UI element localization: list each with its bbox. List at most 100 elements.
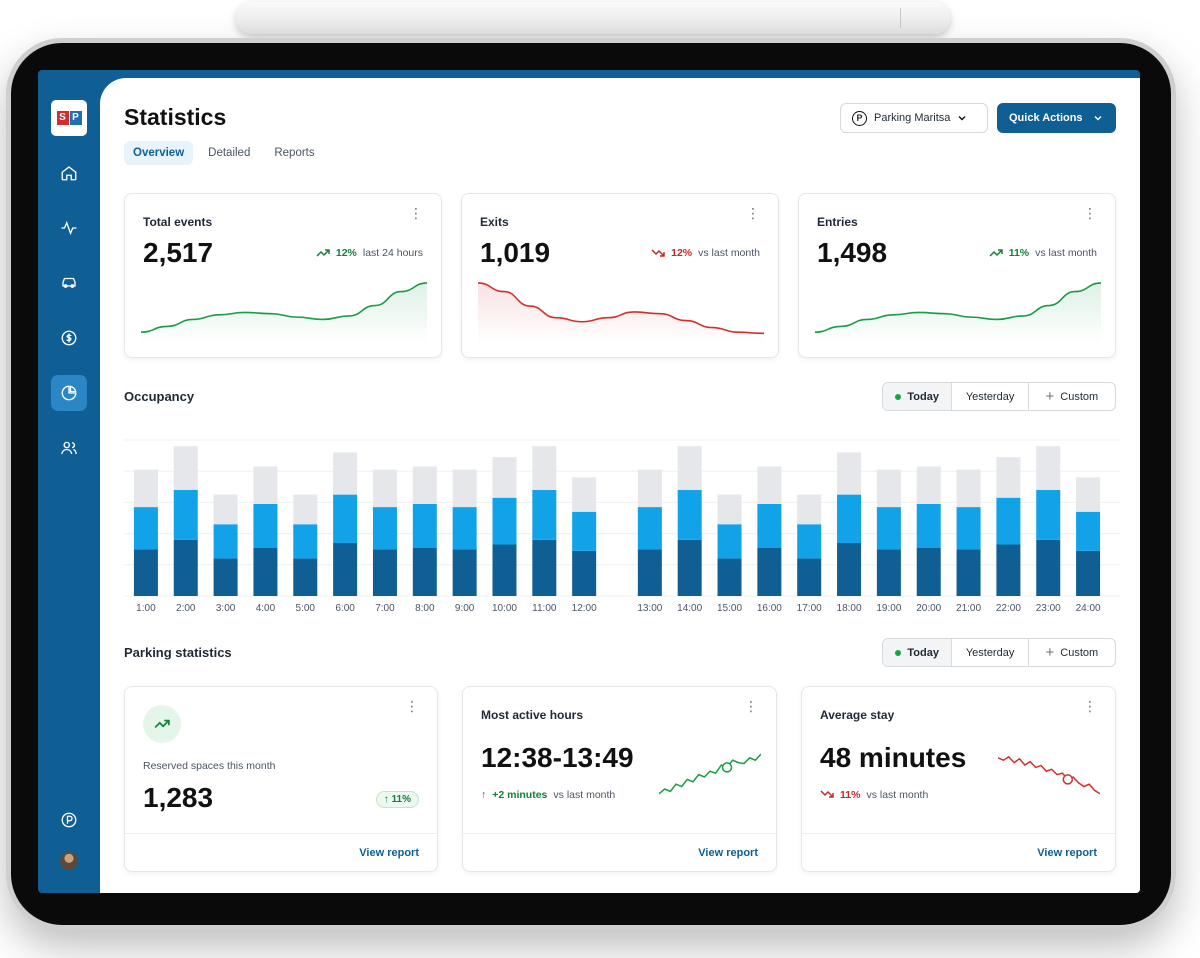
occupancy-bar-segment[interactable] <box>293 524 318 559</box>
occupancy-bar-segment[interactable] <box>372 507 397 550</box>
occupancy-bar-segment[interactable] <box>213 494 238 525</box>
occupancy-bar-segment[interactable] <box>996 457 1021 498</box>
occupancy-bar-segment[interactable] <box>916 466 941 504</box>
tab-overview[interactable]: Overview <box>124 141 194 165</box>
occupancy-bar-segment[interactable] <box>173 489 198 540</box>
filter-yesterday[interactable]: Yesterday <box>952 639 1029 666</box>
occupancy-bar-segment[interactable] <box>996 544 1021 596</box>
occupancy-bar-segment[interactable] <box>492 544 517 596</box>
view-report-link[interactable]: View report <box>359 847 419 859</box>
filter-today[interactable]: Today <box>883 383 953 410</box>
occupancy-bar-segment[interactable] <box>532 446 557 490</box>
occupancy-bar-segment[interactable] <box>637 469 662 508</box>
occupancy-bar-segment[interactable] <box>1076 550 1101 596</box>
occupancy-bar-segment[interactable] <box>797 558 822 596</box>
quick-actions-button[interactable]: Quick Actions <box>997 103 1116 133</box>
occupancy-bar-segment[interactable] <box>956 507 981 550</box>
sidebar-item-parking[interactable] <box>51 802 87 838</box>
occupancy-bar-segment[interactable] <box>492 457 517 498</box>
occupancy-bar-segment[interactable] <box>572 550 597 596</box>
filter-yesterday[interactable]: Yesterday <box>952 383 1029 410</box>
sidebar-item-vehicles[interactable] <box>51 265 87 301</box>
occupancy-bar-segment[interactable] <box>452 549 477 596</box>
occupancy-bar-segment[interactable] <box>372 549 397 596</box>
occupancy-bar-segment[interactable] <box>837 494 862 543</box>
view-report-link[interactable]: View report <box>698 847 758 859</box>
more-icon[interactable]: ⋮ <box>1083 698 1097 714</box>
occupancy-bar-segment[interactable] <box>372 469 397 508</box>
occupancy-bar-segment[interactable] <box>213 524 238 559</box>
occupancy-bar-segment[interactable] <box>717 494 742 525</box>
filter-custom[interactable]: + Custom <box>1029 639 1115 666</box>
occupancy-bar-segment[interactable] <box>412 503 437 548</box>
occupancy-bar-segment[interactable] <box>837 542 862 596</box>
occupancy-bar-segment[interactable] <box>996 497 1021 545</box>
avatar[interactable] <box>60 852 78 870</box>
sidebar-item-activity[interactable] <box>51 210 87 246</box>
occupancy-bar-segment[interactable] <box>1076 511 1101 551</box>
more-icon[interactable]: ⋮ <box>746 205 760 221</box>
occupancy-bar-segment[interactable] <box>253 503 278 548</box>
sidebar-item-home[interactable] <box>51 155 87 191</box>
occupancy-bar-segment[interactable] <box>677 489 702 540</box>
more-icon[interactable]: ⋮ <box>405 698 419 714</box>
occupancy-bar-segment[interactable] <box>173 446 198 490</box>
occupancy-bar-segment[interactable] <box>1036 539 1061 596</box>
occupancy-bar-segment[interactable] <box>293 558 318 596</box>
occupancy-bar-segment[interactable] <box>293 494 318 525</box>
occupancy-bar-segment[interactable] <box>797 494 822 525</box>
occupancy-bar-segment[interactable] <box>956 469 981 508</box>
occupancy-bar-segment[interactable] <box>133 469 158 508</box>
occupancy-bar-segment[interactable] <box>253 466 278 504</box>
filter-custom[interactable]: + Custom <box>1029 383 1115 410</box>
occupancy-bar-segment[interactable] <box>1036 446 1061 490</box>
tab-detailed[interactable]: Detailed <box>208 147 251 159</box>
occupancy-bar-segment[interactable] <box>876 469 901 508</box>
occupancy-bar-segment[interactable] <box>133 549 158 596</box>
occupancy-bar-segment[interactable] <box>253 547 278 596</box>
occupancy-bar-segment[interactable] <box>637 549 662 596</box>
more-icon[interactable]: ⋮ <box>409 205 423 221</box>
occupancy-bar-segment[interactable] <box>452 469 477 508</box>
occupancy-bar-segment[interactable] <box>572 477 597 512</box>
occupancy-bar-segment[interactable] <box>452 507 477 550</box>
occupancy-bar-segment[interactable] <box>532 489 557 540</box>
occupancy-bar-segment[interactable] <box>173 539 198 596</box>
view-report-link[interactable]: View report <box>1037 847 1097 859</box>
occupancy-bar-segment[interactable] <box>717 558 742 596</box>
occupancy-bar-segment[interactable] <box>916 547 941 596</box>
tab-reports[interactable]: Reports <box>274 147 315 159</box>
occupancy-bar-segment[interactable] <box>492 497 517 545</box>
occupancy-bar-segment[interactable] <box>1076 477 1101 512</box>
occupancy-bar-segment[interactable] <box>837 452 862 495</box>
occupancy-bar-segment[interactable] <box>412 547 437 596</box>
sidebar-item-payments[interactable] <box>51 320 87 356</box>
filter-today[interactable]: Today <box>883 639 953 666</box>
occupancy-bar-segment[interactable] <box>572 511 597 551</box>
occupancy-bar-segment[interactable] <box>532 539 557 596</box>
occupancy-bar-segment[interactable] <box>876 507 901 550</box>
occupancy-bar-segment[interactable] <box>637 507 662 550</box>
occupancy-bar-segment[interactable] <box>213 558 238 596</box>
sidebar-item-statistics[interactable] <box>51 375 87 411</box>
occupancy-bar-segment[interactable] <box>916 503 941 548</box>
occupancy-bar-segment[interactable] <box>757 503 782 548</box>
occupancy-bar-segment[interactable] <box>757 547 782 596</box>
occupancy-bar-segment[interactable] <box>757 466 782 504</box>
more-icon[interactable]: ⋮ <box>1083 205 1097 221</box>
occupancy-bar-segment[interactable] <box>412 466 437 504</box>
occupancy-bar-segment[interactable] <box>333 542 358 596</box>
occupancy-bar-segment[interactable] <box>677 539 702 596</box>
occupancy-bar-segment[interactable] <box>133 507 158 550</box>
occupancy-bar-segment[interactable] <box>797 524 822 559</box>
location-selector[interactable]: P Parking Maritsa <box>840 103 988 133</box>
more-icon[interactable]: ⋮ <box>744 698 758 714</box>
occupancy-bar-segment[interactable] <box>677 446 702 490</box>
occupancy-bar-segment[interactable] <box>333 494 358 543</box>
occupancy-bar-segment[interactable] <box>1036 489 1061 540</box>
occupancy-bar-segment[interactable] <box>717 524 742 559</box>
occupancy-bar-segment[interactable] <box>333 452 358 495</box>
sidebar-item-users[interactable] <box>51 430 87 466</box>
occupancy-bar-segment[interactable] <box>956 549 981 596</box>
